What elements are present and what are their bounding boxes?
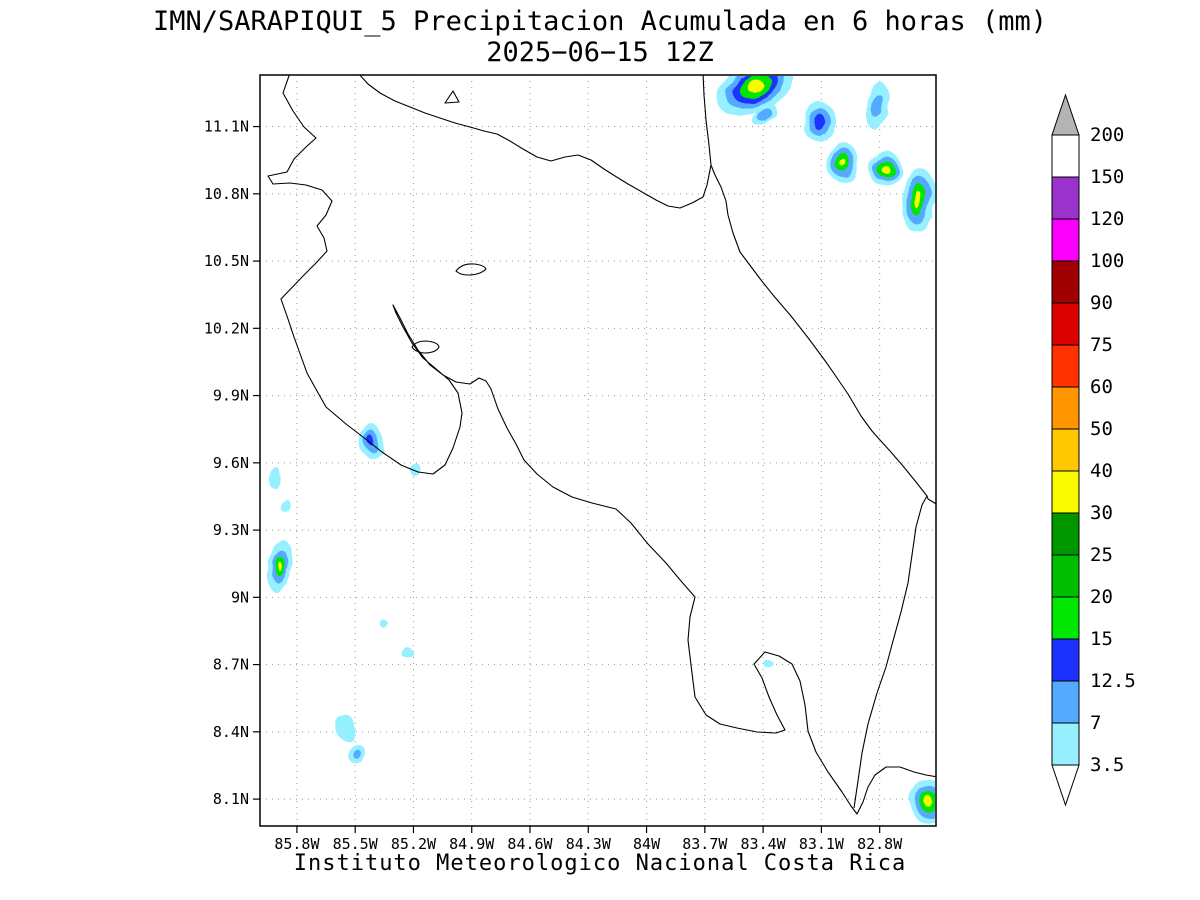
chart-subtitle: 2025−06−15 12Z xyxy=(486,37,714,68)
precip-cell-ring-7mm xyxy=(758,108,772,122)
x-tick-label: 85.5W xyxy=(333,835,379,853)
grid-layer: 85.8W 85.5W 85.2W 84.9W 84.6W 84.3W 84W 83.7W 83… xyxy=(204,75,936,853)
islands-and-lake-arenal xyxy=(411,90,487,354)
y-tick-label: 10.8N xyxy=(204,185,249,203)
y-tick-label: 9N xyxy=(231,588,249,606)
colorbar-label: 75 xyxy=(1090,334,1113,356)
x-tick-label: 84.3W xyxy=(566,835,612,853)
x-tick-label: 82.8W xyxy=(857,835,903,853)
x-tick-label: 83.7W xyxy=(682,835,728,853)
colorbar-segment xyxy=(1051,218,1080,262)
colorbar-segment xyxy=(1051,386,1080,430)
precip-layer-clip xyxy=(266,76,935,825)
colorbar-arrow-bottom xyxy=(1051,764,1080,807)
colorbar-segment xyxy=(1051,428,1080,472)
footer-attribution: Instituto Meteorologico Nacional Costa R… xyxy=(293,851,907,876)
colorbar-label: 150 xyxy=(1090,166,1124,188)
colorbar-label: 100 xyxy=(1090,250,1124,272)
colorbar-label: 3.5 xyxy=(1090,754,1124,776)
colorbar-label: 40 xyxy=(1090,460,1113,482)
y-tick-label: 9.6N xyxy=(213,454,249,472)
x-tick-label: 85.2W xyxy=(391,835,437,853)
y-tick-label: 8.4N xyxy=(213,723,249,741)
colorbar-segment xyxy=(1051,344,1080,388)
precip-cell-ring-30mm xyxy=(747,80,763,92)
colorbar-segment xyxy=(1051,260,1080,304)
coastline-pacific-and-south xyxy=(267,75,936,815)
precip-cell-ring-12.5mm xyxy=(814,114,825,131)
colorbar-segment xyxy=(1051,680,1080,724)
colorbar-label: 7 xyxy=(1090,712,1101,734)
y-tick-label: 10.5N xyxy=(204,252,249,270)
colorbar-segment xyxy=(1051,134,1080,178)
border-costa-rica-panama xyxy=(853,495,928,809)
colorbar-label: 90 xyxy=(1090,292,1113,314)
precip-cell-ring-30mm xyxy=(915,191,922,210)
colorbar-label: 200 xyxy=(1090,124,1124,146)
y-tick-label: 11.1N xyxy=(204,118,249,136)
y-tick-label: 9.9N xyxy=(213,387,249,405)
colorbar-label: 12.5 xyxy=(1090,670,1136,692)
colorbar-segment xyxy=(1051,470,1080,514)
precip-cell-ring-30mm xyxy=(881,164,889,174)
plot-frame xyxy=(259,74,937,827)
colorbar-segment xyxy=(1051,722,1080,766)
colorbar-label: 15 xyxy=(1090,628,1113,650)
precip-cell-ring-30mm xyxy=(839,158,846,167)
colorbar-label: 60 xyxy=(1090,376,1113,398)
border-rio-san-juan-lake-nicaragua xyxy=(359,75,712,209)
y-tick-label: 9.3N xyxy=(213,521,249,539)
y-tick-label: 8.7N xyxy=(213,656,249,674)
coastline-layer xyxy=(267,75,936,815)
colorbar-segment xyxy=(1051,596,1080,640)
precip-cell-ring-3.5mm xyxy=(410,462,421,477)
colorbar-segment xyxy=(1051,176,1080,220)
precip-cells-layer xyxy=(266,76,935,825)
y-tick-label: 10.2N xyxy=(204,319,249,337)
colorbar-arrow-top xyxy=(1051,93,1080,136)
precip-cell-ring-12.5mm xyxy=(367,435,374,446)
precip-cell-ring-3.5mm xyxy=(763,660,774,669)
colorbar-segment xyxy=(1051,638,1080,682)
x-tick-label: 84.9W xyxy=(449,835,495,853)
coastline-caribbean xyxy=(702,75,936,505)
colorbar-label: 25 xyxy=(1090,544,1113,566)
colorbar-segment xyxy=(1051,512,1080,556)
x-tick-label: 85.8W xyxy=(274,835,320,853)
colorbar-label: 20 xyxy=(1090,586,1113,608)
precip-cell-ring-3.5mm xyxy=(335,713,356,742)
precip-cell-ring-3.5mm xyxy=(380,620,389,629)
precip-cell-ring-3.5mm xyxy=(280,498,291,513)
precip-cell-ring-3.5mm xyxy=(269,468,282,489)
precip-cell-ring-7mm xyxy=(871,94,884,119)
precip-cell-ring-30mm xyxy=(277,561,282,570)
colorbar-label: 50 xyxy=(1090,418,1113,440)
colorbar-segment xyxy=(1051,554,1080,598)
precip-cell-ring-7mm xyxy=(353,749,362,760)
precip-cell-ring-30mm xyxy=(924,795,933,808)
x-tick-label: 84W xyxy=(633,835,661,853)
x-tick-label: 84.6W xyxy=(507,835,553,853)
colorbar-label: 120 xyxy=(1090,208,1124,230)
colorbar-label: 30 xyxy=(1090,502,1113,524)
x-tick-label: 83.1W xyxy=(799,835,845,853)
y-tick-label: 8.1N xyxy=(213,790,249,808)
precip-cell-ring-3.5mm xyxy=(401,648,414,659)
x-tick-label: 83.4W xyxy=(741,835,787,853)
chart-title: IMN/SARAPIQUI_5 Precipitacion Acumulada … xyxy=(152,6,1048,37)
colorbar-segment xyxy=(1051,302,1080,346)
colorbar: 200 150 120 100 90 75 60 50 40 30 25 20 15 12.5 7 3.5 xyxy=(1051,93,1136,807)
